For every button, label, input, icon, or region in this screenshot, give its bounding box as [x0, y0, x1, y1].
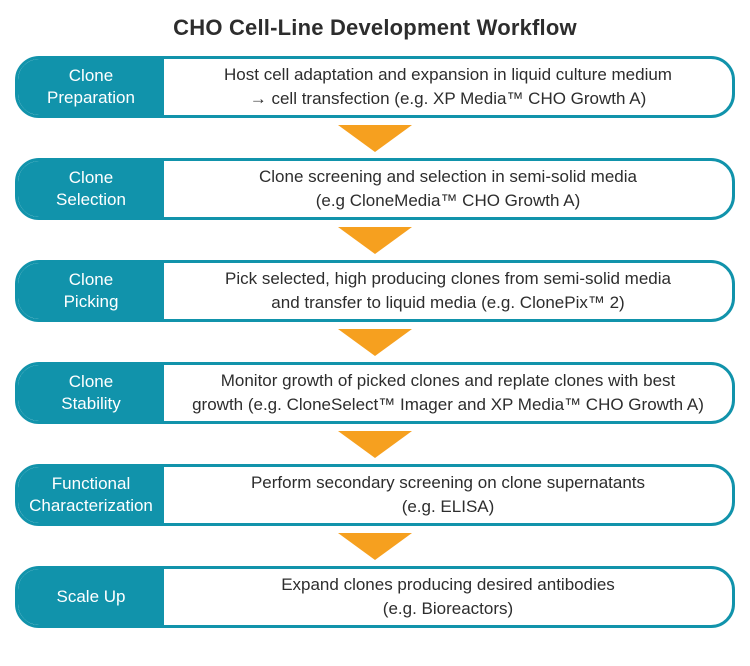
- workflow-step-clone-stability: Clone Stability Monitor growth of picked…: [15, 362, 735, 424]
- workflow-step-clone-preparation: Clone Preparation Host cell adaptation a…: [15, 56, 735, 118]
- workflow-step-clone-selection: Clone Selection Clone screening and sele…: [15, 158, 735, 220]
- down-arrow-icon: [338, 430, 412, 458]
- flow-arrow: [0, 424, 750, 464]
- step-label: Clone Stability: [18, 365, 164, 421]
- step-description: Perform secondary screening on clone sup…: [250, 473, 646, 516]
- workflow-step-clone-picking: Clone Picking Pick selected, high produc…: [15, 260, 735, 322]
- diagram-title: CHO Cell-Line Development Workflow: [173, 15, 577, 40]
- flow-arrow: [0, 526, 750, 566]
- step-description: Expand clones producing desired antibodi…: [281, 575, 615, 618]
- step-label: Scale Up: [18, 569, 164, 625]
- down-arrow-icon: [338, 328, 412, 356]
- step-label: Clone Preparation: [18, 59, 164, 115]
- step-label: Clone Picking: [18, 263, 164, 319]
- step-label: Functional Characterization: [18, 467, 164, 523]
- down-arrow-icon: [338, 532, 412, 560]
- flow-arrow: [0, 322, 750, 362]
- workflow-diagram: Clone Preparation Host cell adaptation a…: [0, 56, 750, 628]
- down-arrow-icon: [338, 226, 412, 254]
- workflow-step-scale-up: Scale Up Expand clones producing desired…: [15, 566, 735, 628]
- flow-arrow: [0, 220, 750, 260]
- step-label: Clone Selection: [18, 161, 164, 217]
- step-description: Pick selected, high producing clones fro…: [225, 269, 671, 312]
- workflow-step-functional-characterization: Functional Characterization Perform seco…: [15, 464, 735, 526]
- down-arrow-icon: [338, 124, 412, 152]
- flow-arrow: [0, 118, 750, 158]
- step-description: Monitor growth of picked clones and repl…: [192, 371, 704, 414]
- step-description: Host cell adaptation and expansion in li…: [224, 65, 672, 108]
- step-description: Clone screening and selection in semi-so…: [259, 167, 637, 210]
